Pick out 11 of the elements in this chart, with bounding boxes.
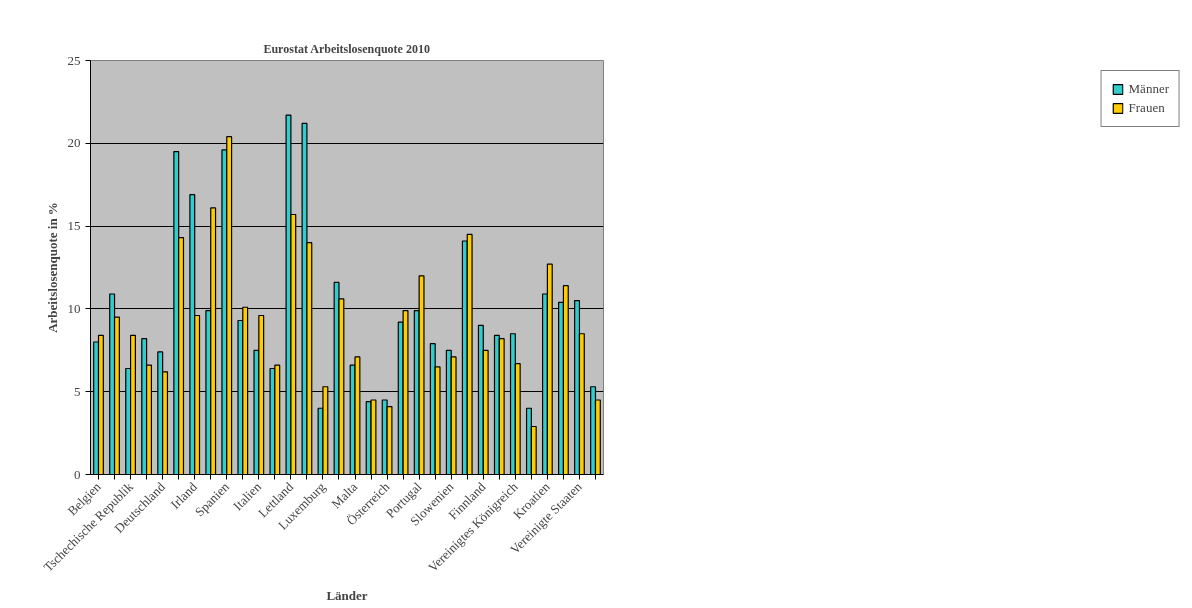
x-axis-title: Länder xyxy=(326,588,368,604)
y-tick-label: 0 xyxy=(74,466,81,482)
y-tick-label: 10 xyxy=(67,300,81,316)
y-tick-label: 20 xyxy=(67,135,81,151)
y-tick-label: 25 xyxy=(67,52,81,68)
chart-title: Eurostat Arbeitslosenquote 2010 xyxy=(263,41,430,56)
legend-label: Frauen xyxy=(1128,100,1165,116)
y-tick-label: 15 xyxy=(67,218,81,234)
legend-label: Männer xyxy=(1128,81,1169,97)
y-axis-title: Arbeitslosenquote in % xyxy=(44,202,60,333)
y-tick-label: 5 xyxy=(74,383,81,399)
